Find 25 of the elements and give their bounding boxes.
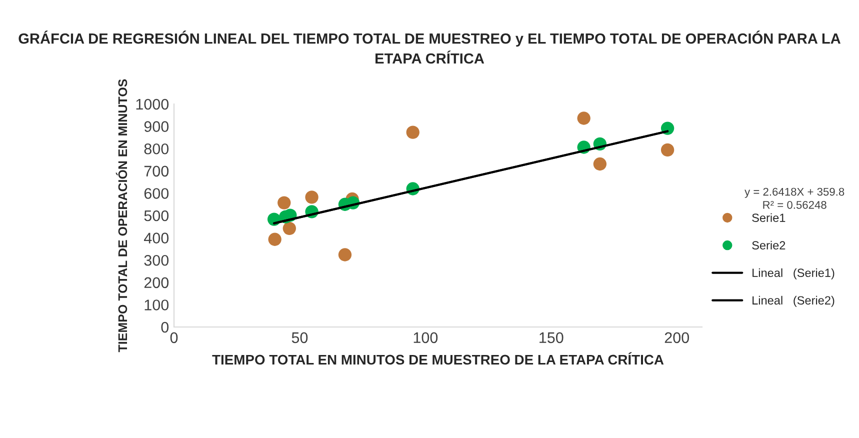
y-tick-label: 800 bbox=[144, 143, 169, 154]
y-tick-label: 700 bbox=[144, 166, 169, 177]
x-tick-label: 100 bbox=[414, 332, 438, 344]
x-tick-label: 200 bbox=[664, 332, 690, 344]
y-tick-label: 600 bbox=[144, 188, 169, 199]
text: y = 2.6418X + 359.8 bbox=[744, 188, 844, 198]
legend-label: Lineal (Serie1) bbox=[752, 268, 834, 280]
y-tick-label: 100 bbox=[144, 300, 169, 310]
y-tick-label: 300 bbox=[144, 254, 169, 266]
text: R² = 0.56248 bbox=[763, 200, 826, 209]
x-tick-label: 0 bbox=[170, 332, 178, 344]
legend-label: Serie1 bbox=[752, 213, 786, 222]
y-axis-title: TIEMPO TOTAL DE OPERACIÓN EN MINUTOS bbox=[116, 79, 128, 352]
x-tick-label: 150 bbox=[540, 332, 564, 344]
x-axis-title: TIEMPO TOTAL EN MINUTOS DE MUESTREO DE LA ETAPA CRÍTICA bbox=[212, 352, 664, 365]
y-tick-label: 400 bbox=[144, 232, 169, 244]
y-tick-label: 500 bbox=[144, 210, 169, 222]
chart-title: GRÁFCIA DE REGRESIÓN LINEAL DEL TIEMPO TOTAL DE MUESTREO y EL TIEMPO TOTAL DE OPERACIÓN PARA LA ETAPA CRÍTICA bbox=[18, 30, 840, 64]
y-tick-label: 200 bbox=[144, 277, 169, 288]
y-tick-label: 1000 bbox=[136, 98, 169, 110]
y-tick-label: 0 bbox=[161, 322, 169, 333]
x-tick-label: 50 bbox=[292, 332, 308, 344]
legend-label: Lineal (Serie2) bbox=[752, 296, 834, 307]
legend-label: Serie2 bbox=[752, 240, 786, 250]
y-tick-label: 900 bbox=[144, 121, 169, 132]
